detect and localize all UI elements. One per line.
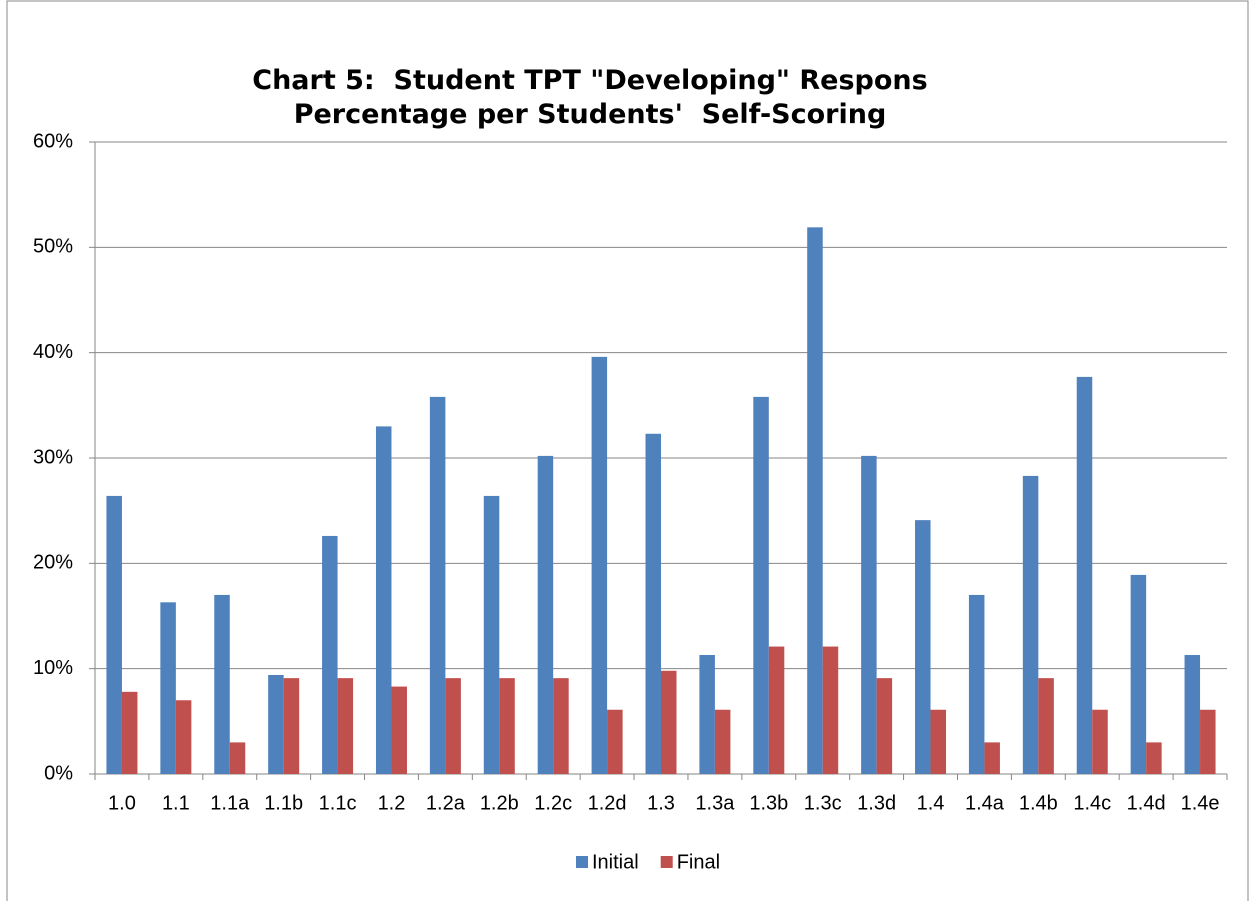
bar [753, 396, 769, 774]
x-tick-label: 1.4 [917, 792, 945, 814]
bar [607, 709, 623, 774]
bar [1076, 376, 1093, 774]
legend-label: Initial [592, 851, 639, 873]
x-tick-label: 1.2a [426, 792, 466, 814]
y-tick-label: 10% [33, 657, 73, 679]
bar [214, 594, 230, 774]
x-tick-label: 1.2 [378, 792, 406, 814]
chart-border [6, 0, 1249, 901]
bar [1184, 654, 1201, 774]
bar [429, 396, 446, 774]
bar [1130, 574, 1147, 774]
bar [229, 742, 246, 774]
x-tick-label: 1.0 [108, 792, 136, 814]
bar [645, 433, 661, 774]
bar [714, 709, 731, 774]
x-tick-label: 1.4d [1127, 792, 1166, 814]
chart-title: Chart 5: Student TPT "Developing" Respon… [252, 65, 938, 130]
x-tick-label: 1.2b [480, 792, 519, 814]
x-tick-label: 1.3 [647, 792, 675, 814]
y-tick-label: 0% [44, 762, 73, 784]
x-tick-label: 1.1a [210, 792, 250, 814]
bar [337, 678, 354, 774]
bar [283, 678, 300, 774]
bar [984, 742, 1000, 774]
bar [1146, 742, 1162, 774]
bar [499, 678, 515, 774]
bar [915, 520, 931, 774]
bar [591, 356, 608, 774]
x-tick-label: 1.4c [1073, 792, 1111, 814]
bar [445, 678, 461, 774]
bar [483, 495, 500, 774]
bar [699, 654, 715, 774]
bar [876, 678, 893, 774]
y-tick-label: 40% [33, 341, 73, 363]
x-tick-label: 1.2c [534, 792, 572, 814]
x-tick-label: 1.1 [162, 792, 190, 814]
bar [553, 678, 569, 774]
legend-swatch [660, 856, 673, 868]
bar [1038, 678, 1054, 774]
bar [930, 709, 947, 774]
bar [807, 227, 823, 774]
x-tick-label: 1.3b [749, 792, 788, 814]
bar [175, 700, 192, 774]
bar [861, 455, 877, 774]
bar [160, 602, 176, 774]
x-tick-label: 1.4b [1019, 792, 1058, 814]
bar [537, 455, 554, 774]
y-tick-label: 20% [33, 552, 73, 574]
bar [1200, 709, 1216, 774]
legend-label: Final [677, 851, 720, 873]
x-tick-label: 1.3a [695, 792, 735, 814]
y-tick-label: 60% [33, 130, 73, 152]
x-tick-label: 1.4e [1181, 792, 1220, 814]
x-tick-label: 1.1c [319, 792, 357, 814]
x-tick-label: 1.3d [857, 792, 896, 814]
bar [322, 535, 338, 774]
bar [661, 670, 677, 774]
bar [375, 426, 392, 774]
bar [822, 646, 839, 774]
bar [106, 495, 122, 774]
bar [1022, 475, 1039, 774]
x-tick-label: 1.2d [588, 792, 627, 814]
bar [391, 686, 407, 774]
x-tick-label: 1.4a [965, 792, 1005, 814]
legend-swatch [576, 856, 588, 868]
bar [1092, 709, 1108, 774]
x-tick-label: 1.3c [804, 792, 842, 814]
x-tick-label: 1.1b [264, 792, 303, 814]
y-tick-label: 30% [33, 446, 73, 468]
y-tick-label: 50% [33, 236, 73, 258]
bar [121, 691, 138, 774]
bar [968, 594, 985, 774]
bar [768, 646, 785, 774]
bar [268, 674, 284, 774]
